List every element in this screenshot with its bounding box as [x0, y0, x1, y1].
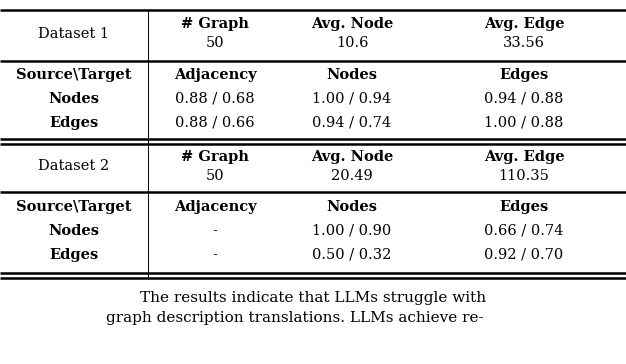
- Text: 0.66 / 0.74: 0.66 / 0.74: [485, 224, 563, 238]
- Text: 50: 50: [206, 169, 224, 183]
- Text: -: -: [213, 248, 217, 262]
- Text: Avg. Node: Avg. Node: [311, 17, 393, 31]
- Text: 20.49: 20.49: [331, 169, 373, 183]
- Text: Edges: Edges: [500, 68, 548, 82]
- Text: 1.00 / 0.88: 1.00 / 0.88: [485, 116, 563, 130]
- Text: 0.94 / 0.88: 0.94 / 0.88: [485, 92, 563, 106]
- Text: 0.88 / 0.66: 0.88 / 0.66: [175, 116, 255, 130]
- Text: 10.6: 10.6: [336, 36, 368, 50]
- Text: Source\Target: Source\Target: [16, 68, 131, 82]
- Text: 0.92 / 0.70: 0.92 / 0.70: [485, 248, 563, 262]
- Text: Nodes: Nodes: [327, 200, 377, 214]
- Text: Edges: Edges: [500, 200, 548, 214]
- Text: Edges: Edges: [49, 248, 99, 262]
- Text: Avg. Edge: Avg. Edge: [484, 150, 564, 164]
- Text: 33.56: 33.56: [503, 36, 545, 50]
- Text: -: -: [213, 224, 217, 238]
- Text: Nodes: Nodes: [48, 92, 100, 106]
- Text: 1.00 / 0.94: 1.00 / 0.94: [312, 92, 391, 106]
- Text: graph description translations. LLMs achieve re-: graph description translations. LLMs ach…: [106, 311, 484, 325]
- Text: # Graph: # Graph: [181, 17, 249, 31]
- Text: Avg. Edge: Avg. Edge: [484, 17, 564, 31]
- Text: Nodes: Nodes: [327, 68, 377, 82]
- Text: Avg. Node: Avg. Node: [311, 150, 393, 164]
- Text: Edges: Edges: [49, 116, 99, 130]
- Text: 0.50 / 0.32: 0.50 / 0.32: [312, 248, 392, 262]
- Text: The results indicate that LLMs struggle with: The results indicate that LLMs struggle …: [140, 291, 486, 305]
- Text: Dataset 1: Dataset 1: [39, 27, 110, 40]
- Text: Adjacency: Adjacency: [173, 68, 256, 82]
- Text: Adjacency: Adjacency: [173, 200, 256, 214]
- Text: 110.35: 110.35: [498, 169, 550, 183]
- Text: Dataset 2: Dataset 2: [38, 159, 110, 174]
- Text: 0.88 / 0.68: 0.88 / 0.68: [175, 92, 255, 106]
- Text: Source\Target: Source\Target: [16, 200, 131, 214]
- Text: 0.94 / 0.74: 0.94 / 0.74: [312, 116, 391, 130]
- Text: 50: 50: [206, 36, 224, 50]
- Text: Nodes: Nodes: [48, 224, 100, 238]
- Text: 1.00 / 0.90: 1.00 / 0.90: [312, 224, 392, 238]
- Text: # Graph: # Graph: [181, 150, 249, 164]
